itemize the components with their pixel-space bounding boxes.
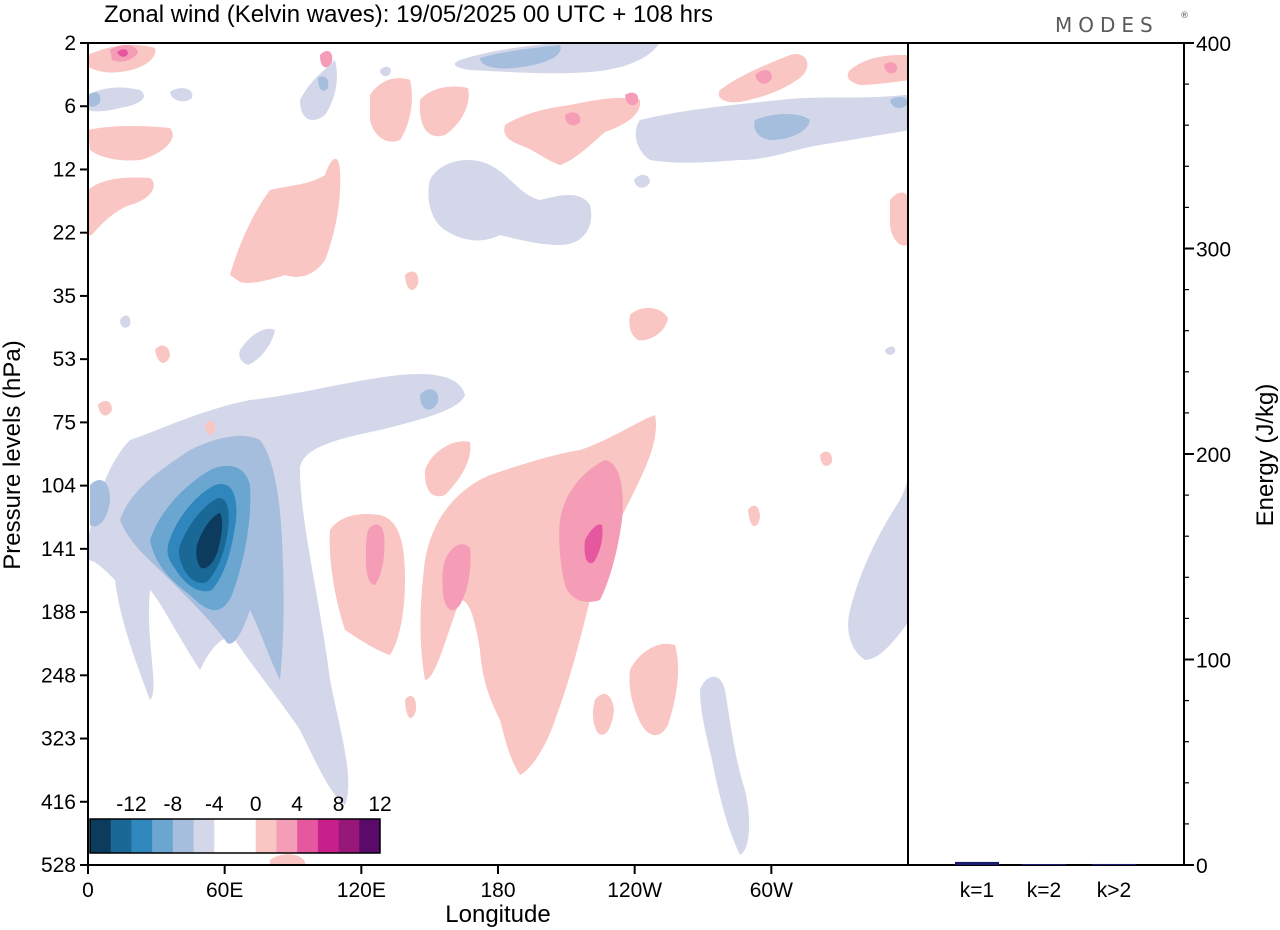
colorbar-label: -4 — [205, 793, 224, 816]
pressure-tick-label: 22 — [53, 222, 76, 245]
colorbar-swatch — [214, 819, 236, 853]
pressure-tick-label: 104 — [41, 475, 76, 498]
brand-registered-mark: ® — [1180, 11, 1189, 21]
energy-plot-frame — [907, 42, 1185, 866]
colorbar-swatch — [317, 819, 340, 853]
pressure-tick-label: 141 — [41, 538, 76, 561]
pressure-tick-label: 53 — [53, 348, 76, 371]
pressure-tick-label: 188 — [41, 601, 76, 624]
colorbar-swatch — [90, 819, 112, 853]
energy-tick-label: 0 — [1196, 855, 1208, 878]
colorbar-label: 8 — [333, 793, 345, 816]
pressure-tick-label: 35 — [53, 285, 76, 308]
chart-title: Zonal wind (Kelvin waves): 19/05/2025 00… — [104, 1, 713, 28]
contour-level-pos-strong — [117, 49, 603, 564]
longitude-tick-label: 180 — [480, 879, 515, 902]
longitude-tick-label: 120W — [607, 879, 662, 902]
pressure-tick-label: 323 — [41, 728, 76, 751]
contour-level-neg-deepest — [196, 513, 223, 569]
energy-tick-label: 200 — [1196, 444, 1231, 467]
colorbar-label: 0 — [250, 793, 262, 816]
pressure-axis-label: Pressure levels (hPa) — [0, 340, 26, 569]
energy-category-label: k=2 — [1027, 879, 1061, 902]
energy-tick-label: 100 — [1196, 650, 1231, 673]
energy-bar — [955, 861, 999, 865]
colorbar-swatch — [193, 819, 215, 853]
brand-logo: MODES — [1055, 13, 1159, 37]
colorbar-swatch — [359, 819, 381, 853]
longitude-axis-label: Longitude — [445, 901, 550, 928]
longitude-tick-label: 0 — [82, 879, 94, 902]
longitude-tick-label: 60W — [750, 879, 793, 902]
energy-axis-label: Energy (J/kg) — [1252, 384, 1279, 527]
pressure-tick-label: 528 — [41, 854, 76, 877]
pressure-tick-label: 2 — [64, 32, 76, 55]
colorbar-label: 4 — [291, 793, 303, 816]
colorbar-swatch — [172, 819, 195, 853]
pressure-tick-label: 75 — [53, 411, 76, 434]
colorbar-label: -12 — [116, 793, 146, 816]
energy-bar — [1092, 863, 1136, 865]
pressure-tick-label: 12 — [53, 158, 76, 181]
colorbar-swatch — [255, 819, 277, 853]
colorbar-swatch — [276, 819, 298, 853]
energy-category-label: k=1 — [960, 879, 994, 902]
pressure-tick-label: 416 — [41, 791, 76, 814]
energy-tick-label: 300 — [1196, 239, 1231, 262]
pressure-tick-label: 248 — [41, 664, 76, 687]
longitude-tick-label: 120E — [337, 879, 386, 902]
pressure-tick-label: 6 — [64, 95, 76, 118]
colorbar-swatch — [297, 819, 319, 853]
colorbar-swatch — [152, 819, 174, 853]
contour-field — [88, 43, 908, 865]
longitude-axis: 0 60E 120E 180 120W 60W — [82, 865, 793, 902]
colorbar-swatch — [110, 819, 132, 853]
colorbar-swatch — [131, 819, 153, 853]
energy-bar — [1022, 864, 1066, 865]
colorbar-label: 12 — [368, 793, 391, 816]
colorbar-swatch — [338, 819, 360, 853]
energy-category-label: k>2 — [1097, 879, 1131, 902]
colorbar-frame — [89, 818, 381, 854]
colorbar-legend: -12 -8 -4 0 4 8 12 — [89, 793, 392, 854]
colorbar-label: -8 — [164, 793, 183, 816]
energy-tick-label: 400 — [1196, 33, 1231, 56]
pressure-axis: 2 6 12 22 35 53 75 104 141 188 248 323 416 528 — [41, 32, 88, 877]
energy-axis: 0 100 200 300 400 — [1184, 33, 1231, 878]
colorbar-swatch — [235, 819, 257, 853]
energy-bars: k=1 k=2 k>2 — [955, 861, 1136, 902]
longitude-tick-label: 60E — [206, 879, 243, 902]
